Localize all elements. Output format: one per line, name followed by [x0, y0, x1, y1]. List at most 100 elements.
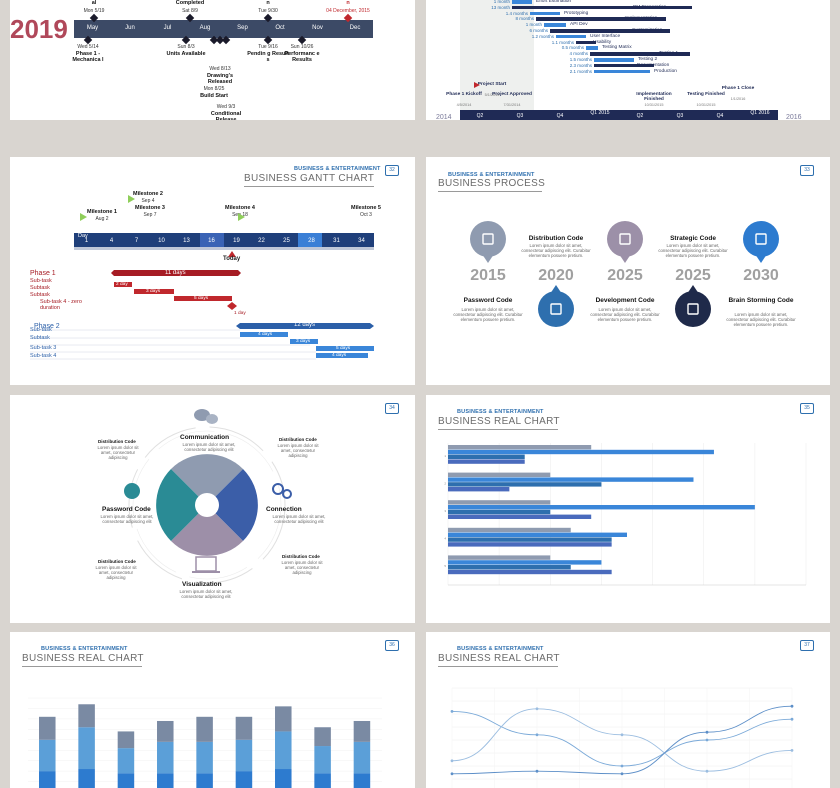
stacked-bar-segment	[117, 731, 135, 749]
top-milestone-title: Completed	[175, 0, 205, 6]
stacked-bar-segment	[157, 720, 174, 742]
bar	[448, 527, 571, 533]
process-top-title: Strategic Code	[670, 235, 716, 242]
task-duration: 6 months	[529, 28, 548, 33]
slide-business-gantt[interactable]: 32 BUSINESS & ENTERTAINMENT BUSINESS GAN…	[10, 157, 415, 385]
slide-horizontal-bar-chart[interactable]: 35 BUSINESS & ENTERTAINMENT BUSINESS REA…	[426, 395, 830, 623]
task-bar	[536, 17, 666, 21]
dist-text-2: Lorem ipsum dolor sit amet, consectetur …	[277, 443, 319, 459]
line-chart	[450, 687, 794, 788]
task-bar	[594, 63, 654, 68]
slide-business-process[interactable]: 33 BUSINESS & ENTERTAINMENT BUSINESS PRO…	[426, 157, 830, 385]
task-duration: 1.2 months	[531, 33, 554, 39]
phase-2-subtask: Subtask	[30, 335, 50, 341]
task-name: API Dev	[570, 22, 588, 28]
communication-title: Communication	[180, 434, 230, 441]
stacked-bar-segment	[39, 716, 56, 740]
category-label: 2	[444, 481, 446, 485]
phase-1-days: 11 days	[165, 270, 186, 276]
task-duration: 2.3 months	[569, 62, 592, 68]
title-underline	[22, 666, 142, 667]
bar	[448, 514, 592, 519]
title-underline	[438, 191, 542, 192]
phase-2-subtask: Sub-task 4	[30, 353, 57, 359]
stacked-bar-segment	[78, 769, 95, 788]
stacked-bar-segment	[353, 773, 371, 788]
comment-icon[interactable]: 36	[385, 640, 399, 651]
task-bar	[512, 5, 692, 10]
today-label: Today	[223, 256, 241, 262]
task-name: Effort Estimation	[536, 0, 572, 4]
bar	[448, 459, 525, 464]
task-bar	[530, 11, 560, 16]
process-bottom-text: Lorem ipsum dolor sit amet, consectetur …	[726, 312, 796, 328]
process-circle	[607, 221, 643, 257]
bottom-milestone-date: Wed 8/13	[209, 66, 231, 72]
visualization-title: Visualization	[182, 581, 222, 588]
quarter-label: Q3	[676, 113, 684, 119]
process-year: 2030	[743, 267, 779, 284]
dist-title-1: Distribution Code	[98, 439, 136, 444]
stacked-bar-segment	[157, 773, 174, 788]
stacked-bar-segment	[196, 773, 213, 788]
top-milestone-title: n	[266, 0, 270, 6]
connection-text: Lorem ipsum dolor sit amet, consectetur …	[272, 514, 326, 525]
bar	[448, 445, 592, 450]
kicker: BUSINESS & ENTERTAINMENT	[448, 172, 535, 178]
milestone-title: Milestone 5	[351, 205, 381, 211]
line-point	[620, 733, 624, 737]
visualization-text: Lorem ipsum dolor sit amet, consectetur …	[179, 589, 233, 600]
gantt-graphic	[30, 233, 374, 360]
task-bar	[544, 23, 566, 27]
process-top-title: Distribution Code	[528, 235, 584, 242]
task-name: Prototyping	[564, 10, 589, 16]
day-number: 1	[84, 238, 89, 244]
phase-2-subtask-days: 4 days	[332, 353, 347, 358]
slide-line-chart[interactable]: 37 BUSINESS & ENTERTAINMENT BUSINESS REA…	[426, 632, 830, 788]
line-point	[535, 769, 539, 773]
milestone-name: Implementation Finished	[636, 92, 672, 102]
milestone-date: 10/31/2015	[644, 103, 664, 107]
bottom-milestone-date: Wed 5/14	[77, 44, 99, 50]
quarter-label: Q2	[636, 113, 644, 119]
comment-icon[interactable]: 33	[800, 165, 814, 176]
stacked-bar-segment	[235, 771, 253, 788]
stacked-bar-segment	[275, 769, 292, 788]
comment-icon[interactable]: 37	[800, 640, 814, 651]
bar	[448, 482, 602, 487]
slide-circle-diagram[interactable]: 34 Communication Lorem ipsum dolor sit a…	[10, 395, 415, 623]
day-number: 31	[333, 238, 340, 244]
phase-2-subtask: Sub-task	[30, 327, 52, 333]
milestone-name: Project Start	[477, 82, 507, 87]
comment-icon[interactable]: 35	[800, 403, 814, 414]
task-duration: 1 month	[493, 0, 510, 4]
task-name: User Interface	[590, 33, 621, 39]
comment-icon[interactable]: 32	[385, 165, 399, 176]
circle-graphic	[124, 409, 292, 584]
stacked-bar-segment	[314, 746, 331, 774]
comment-icon[interactable]: 34	[385, 403, 399, 414]
milestone-date: 1/1/2016	[730, 97, 746, 101]
process-top-text: Lorem ipsum dolor sit amet, consectetur …	[521, 243, 591, 259]
task-bar	[550, 29, 670, 33]
top-milestone-date: 04 December, 2015	[326, 8, 370, 14]
task-duration: 1.5 months	[569, 57, 592, 62]
year-left: 2014	[436, 114, 452, 120]
bar	[448, 542, 612, 547]
stacked-bar-segment	[78, 704, 95, 728]
day-number: 34	[358, 238, 365, 244]
phase-2-days: 12 days	[294, 322, 316, 328]
slide-stacked-column-chart[interactable]: 36 BUSINESS & ENTERTAINMENT BUSINESS REA…	[10, 632, 415, 788]
task-duration: 4 months	[569, 51, 588, 57]
slide-project-gantt[interactable]: 1 month Effort Estimation 13 month PM Prepa…	[426, 0, 830, 120]
process-year: 2025	[607, 267, 643, 284]
bottom-milestone-title: Units Available	[166, 51, 206, 57]
task-name: PM Preparation	[633, 4, 667, 10]
category-label: 4	[444, 537, 446, 541]
phase-1-subtask-days: 3 days	[146, 289, 161, 294]
slide-title: BUSINESS PROCESS	[438, 178, 546, 189]
slide-timeline[interactable]: 2019 May Jun Jul Aug Sep Oct Nov Dec al Mon 5/19…	[10, 0, 415, 120]
bottom-milestone-title: Build Start	[200, 93, 228, 99]
bar	[448, 477, 694, 482]
phase-1-subtask-days: 2 day	[116, 282, 128, 287]
